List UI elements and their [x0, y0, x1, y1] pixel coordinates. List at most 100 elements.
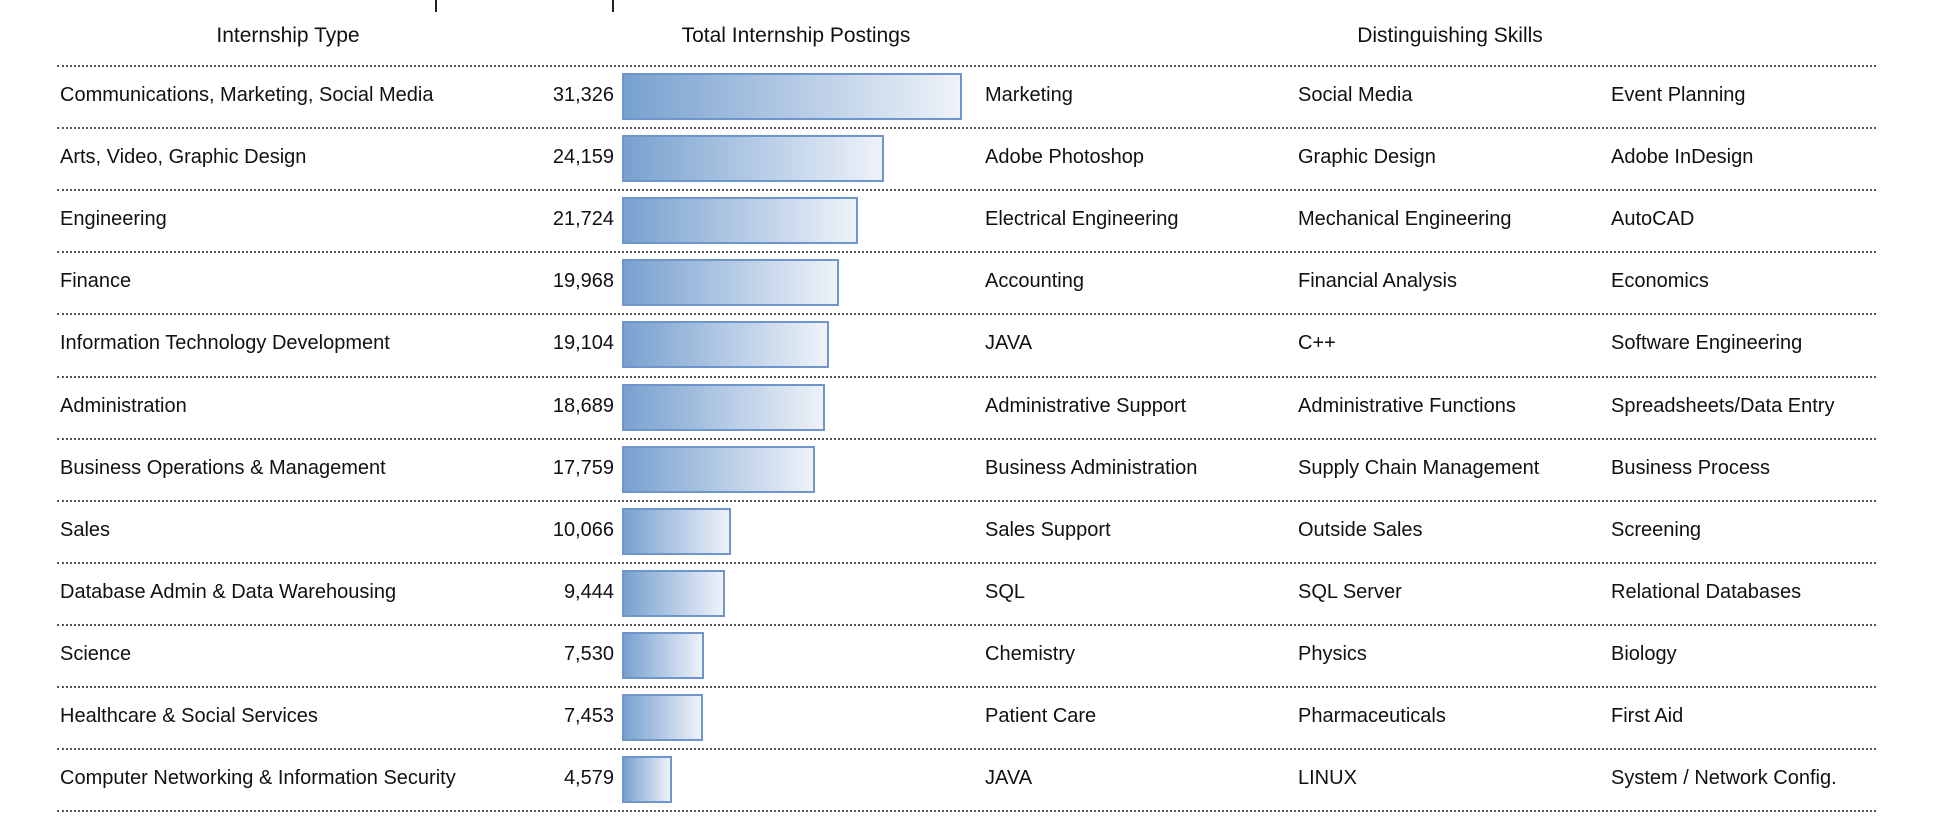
skill-2: LINUX [1298, 767, 1357, 790]
internship-type: Communications, Marketing, Social Media [60, 84, 434, 106]
posting-bar [622, 507, 732, 555]
skill-2: Graphic Design [1298, 146, 1436, 169]
skill-1: Business Administration [985, 456, 1198, 479]
row-divider [57, 65, 1876, 67]
internship-type: Computer Networking & Information Securi… [60, 767, 456, 790]
cropped-title-fragment [435, 0, 437, 12]
skill-1: Patient Care [985, 705, 1097, 727]
posting-count: 19,104 [552, 332, 614, 355]
internship-type: Sales [60, 518, 111, 541]
skill-3: AutoCAD [1611, 208, 1695, 231]
row-divider [57, 499, 1876, 502]
posting-count: 24,159 [552, 146, 614, 169]
posting-bar [622, 135, 885, 183]
posting-bar [622, 321, 830, 369]
table-row: Administration 18,689 Administrative Suppo… [0, 378, 1958, 440]
skill-3: Adobe InDesign [1611, 146, 1754, 169]
skill-3: Event Planning [1611, 84, 1746, 106]
skill-1: JAVA [985, 332, 1033, 355]
posting-bar [622, 631, 704, 679]
posting-count: 17,759 [552, 456, 614, 479]
table-row: Science 7,530 Chemistry Physics Biology [0, 626, 1958, 688]
row-divider [57, 623, 1876, 626]
skill-2: Administrative Functions [1298, 394, 1516, 417]
skill-1: SQL [985, 580, 1026, 603]
skill-2: C++ [1298, 332, 1336, 355]
posting-count: 4,579 [563, 767, 614, 790]
table-row: Computer Networking & Information Securi… [0, 750, 1958, 812]
posting-bar [622, 756, 672, 804]
posting-bar [622, 694, 703, 741]
skill-1: Sales Support [985, 518, 1111, 541]
header-total-postings: Total Internship Postings [681, 24, 911, 47]
posting-bar [622, 383, 825, 431]
skill-2: SQL Server [1298, 580, 1402, 603]
posting-count: 10,066 [552, 518, 614, 541]
internship-type: Arts, Video, Graphic Design [60, 146, 307, 169]
row-divider [57, 375, 1876, 378]
skill-1: Marketing [985, 84, 1073, 106]
table-row: Engineering 21,724 Electrical Engineering M… [0, 191, 1958, 253]
row-divider [57, 810, 1876, 813]
internship-type: Business Operations & Management [60, 456, 386, 479]
posting-bar [622, 259, 839, 307]
skill-2: Financial Analysis [1298, 270, 1457, 293]
skill-2: Social Media [1298, 84, 1413, 106]
internship-type: Database Admin & Data Warehousing [60, 580, 397, 603]
skill-1: Administrative Support [985, 394, 1187, 417]
table-row: Arts, Video, Graphic Design 24,159 Adobe P… [0, 129, 1958, 191]
skill-3: Economics [1611, 270, 1709, 293]
skill-3: Spreadsheets/Data Entry [1611, 394, 1835, 417]
posting-count: 9,444 [563, 580, 614, 603]
skill-3: First Aid [1611, 705, 1684, 727]
posting-count: 19,968 [552, 270, 614, 293]
row-divider [57, 561, 1876, 564]
posting-count: 18,689 [552, 394, 614, 417]
row-divider [57, 127, 1876, 130]
posting-count: 31,326 [552, 84, 614, 106]
skill-2: Physics [1298, 642, 1367, 665]
internship-type: Science [60, 642, 132, 665]
row-divider [57, 251, 1876, 254]
skill-3: Software Engineering [1611, 332, 1803, 355]
table-row: Communications, Marketing, Social Media 3… [0, 67, 1958, 129]
internship-type: Finance [60, 270, 132, 293]
internship-type: Engineering [60, 208, 167, 231]
posting-count: 7,453 [563, 705, 614, 727]
skill-2: Mechanical Engineering [1298, 208, 1512, 231]
table-row: Business Operations & Management 17,759 Bu… [0, 440, 1958, 502]
posting-bar [622, 569, 725, 617]
header-distinguishing-skills: Distinguishing Skills [1357, 24, 1543, 47]
posting-bar [622, 445, 815, 493]
row-divider [57, 748, 1876, 751]
table-row: Finance 19,968 Accounting Financial Analysi… [0, 253, 1958, 315]
header-internship-type: Internship Type [216, 24, 360, 47]
skill-3: System / Network Config. [1611, 767, 1837, 790]
posting-bar [622, 197, 858, 245]
row-divider [57, 313, 1876, 316]
skill-3: Relational Databases [1611, 580, 1802, 603]
skill-2: Supply Chain Management [1298, 456, 1540, 479]
row-divider [57, 437, 1876, 440]
table-row: Sales 10,066 Sales Support Outside Sales Scr… [0, 502, 1958, 564]
cropped-title-fragment [612, 0, 614, 12]
internship-type: Healthcare & Social Services [60, 705, 318, 727]
skill-1: Accounting [985, 270, 1084, 293]
skill-1: Adobe Photoshop [985, 146, 1145, 169]
skill-1: Chemistry [985, 642, 1076, 665]
skill-1: Electrical Engineering [985, 208, 1179, 231]
internship-type: Administration [60, 394, 187, 417]
skill-3: Business Process [1611, 456, 1770, 479]
posting-count: 7,530 [563, 642, 614, 665]
row-divider [57, 189, 1876, 192]
row-divider [57, 686, 1876, 688]
skill-2: Pharmaceuticals [1298, 705, 1446, 727]
table-row: Information Technology Development 19,104… [0, 315, 1958, 377]
table-row: Database Admin & Data Warehousing 9,444 SQ… [0, 564, 1958, 626]
skill-1: JAVA [985, 767, 1033, 790]
posting-count: 21,724 [552, 208, 614, 231]
table-row: Healthcare & Social Services 7,453 Patient… [0, 688, 1958, 750]
internship-type: Information Technology Development [60, 332, 390, 355]
skill-3: Screening [1611, 518, 1702, 541]
skill-2: Outside Sales [1298, 518, 1423, 541]
